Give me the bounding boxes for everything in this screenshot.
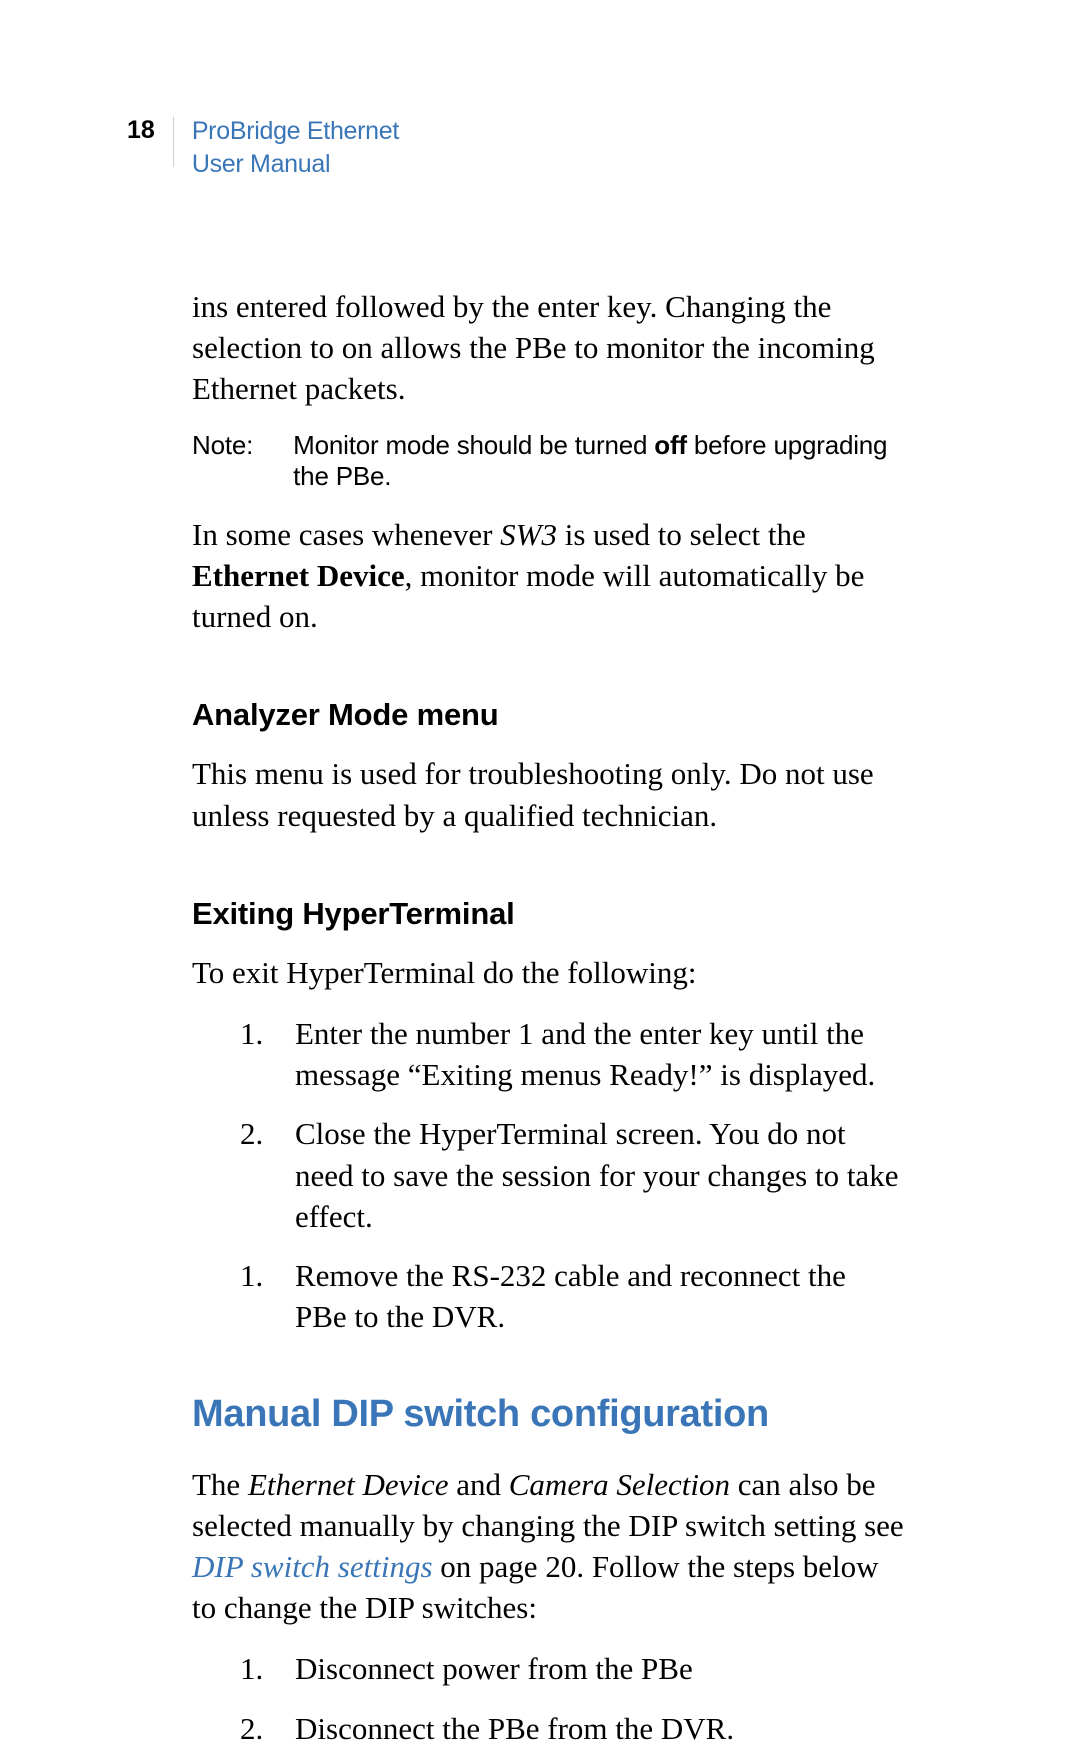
sw3-italic: SW3 xyxy=(500,517,557,552)
note-text-bold: off xyxy=(654,430,687,460)
list-item-text: Enter the number 1 and the enter key unt… xyxy=(295,1013,905,1095)
sw3-mid: is used to select the xyxy=(557,517,806,552)
note-text-pre: Monitor mode should be turned xyxy=(293,430,654,460)
page-header: 18 ProBridge Ethernet User Manual xyxy=(127,115,905,181)
dip-intro-italic2: Camera Selection xyxy=(509,1467,730,1502)
note-label: Note: xyxy=(192,430,253,461)
header-title-line2: User Manual xyxy=(192,150,330,178)
dip-switch-settings-link[interactable]: DIP switch settings xyxy=(192,1549,433,1584)
list-item: 2. Disconnect the PBe from the DVR. xyxy=(240,1708,905,1749)
exiting-heading: Exiting HyperTerminal xyxy=(192,896,905,932)
list-marker: 1. xyxy=(240,1013,295,1054)
sw3-bold: Ethernet Device xyxy=(192,558,405,593)
analyzer-body: This menu is used for troubleshooting on… xyxy=(192,753,905,835)
header-title: ProBridge Ethernet User Manual xyxy=(192,115,399,181)
exiting-steps-list: 1. Enter the number 1 and the enter key … xyxy=(192,1013,905,1338)
list-marker: 1. xyxy=(240,1255,295,1296)
list-item: 2. Close the HyperTerminal screen. You d… xyxy=(240,1113,905,1237)
header-divider xyxy=(173,117,174,167)
document-page: 18 ProBridge Ethernet User Manual ins en… xyxy=(0,0,1080,1669)
note-block: Note: Monitor mode should be turned off … xyxy=(192,430,905,492)
list-item-text: Close the HyperTerminal screen. You do n… xyxy=(295,1113,905,1237)
list-item-text: Remove the RS-232 cable and reconnect th… xyxy=(295,1255,905,1337)
page-content: ins entered followed by the enter key. C… xyxy=(127,286,905,1749)
dip-intro-pre: The xyxy=(192,1467,248,1502)
page-number: 18 xyxy=(127,115,155,145)
sw3-pre: In some cases whenever xyxy=(192,517,500,552)
exiting-intro: To exit HyperTerminal do the following: xyxy=(192,952,905,993)
list-item: 1. Remove the RS-232 cable and reconnect… xyxy=(240,1255,905,1337)
list-marker: 2. xyxy=(240,1113,295,1154)
list-item: 1. Enter the number 1 and the enter key … xyxy=(240,1013,905,1095)
header-title-line1: ProBridge Ethernet xyxy=(192,117,399,145)
continuation-paragraph: ins entered followed by the enter key. C… xyxy=(192,286,905,410)
dip-intro-italic1: Ethernet Device xyxy=(248,1467,449,1502)
dip-steps-list: 1. Disconnect power from the PBe 2. Disc… xyxy=(192,1648,905,1748)
sw3-paragraph: In some cases whenever SW3 is used to se… xyxy=(192,514,905,638)
dip-heading: Manual DIP switch configuration xyxy=(192,1393,905,1436)
list-item-text: Disconnect the PBe from the DVR. xyxy=(295,1708,905,1749)
dip-intro: The Ethernet Device and Camera Selection… xyxy=(192,1464,905,1629)
analyzer-heading: Analyzer Mode menu xyxy=(192,697,905,733)
list-marker: 2. xyxy=(240,1708,295,1749)
note-text: Monitor mode should be turned off before… xyxy=(293,430,905,492)
dip-intro-mid1: and xyxy=(448,1467,508,1502)
